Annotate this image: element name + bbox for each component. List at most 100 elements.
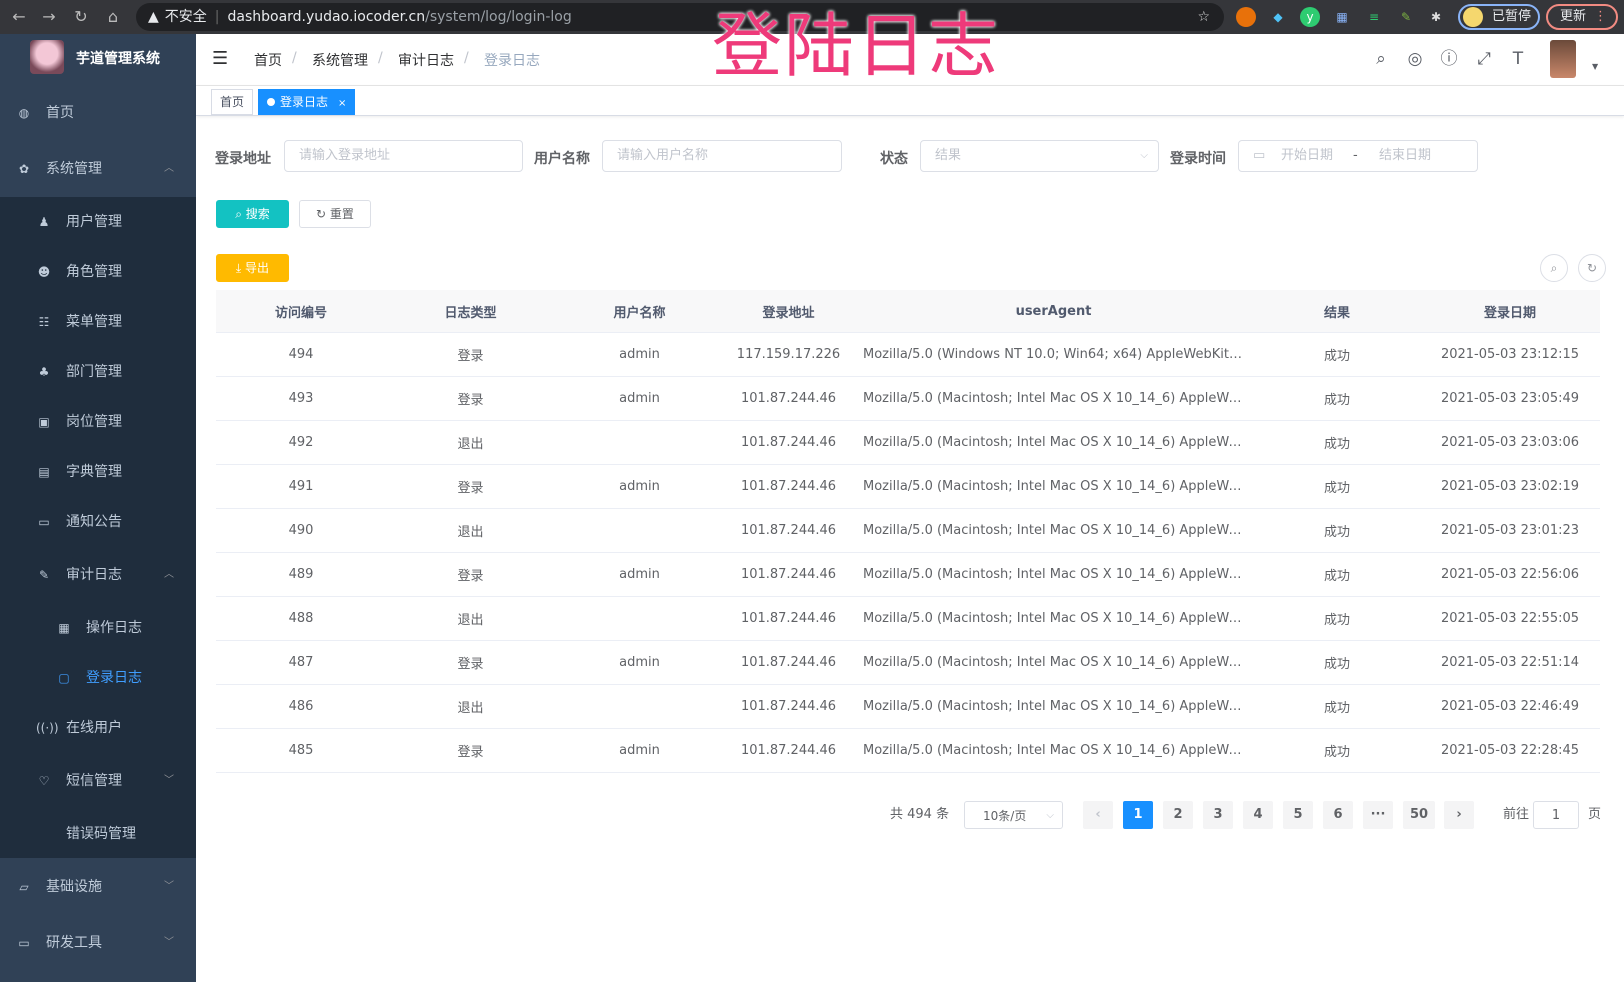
page-size-select[interactable]: 10条/页 ⌵ <box>964 801 1063 829</box>
sidebar-item[interactable]: ▤ 字典管理 <box>0 447 196 497</box>
ip-label: 登录地址 <box>215 151 271 167</box>
sidebar-item[interactable]: ▱ 基础设施 ﹀ <box>0 862 196 912</box>
table-row[interactable]: 487 登录 admin 101.87.244.46 Mozilla/5.0 (Maci… <box>216 641 1600 685</box>
table-cell: 登录 <box>457 745 484 760</box>
date-range-picker[interactable]: ▭ 开始日期 - 结束日期 <box>1238 140 1478 172</box>
sidebar-item-label: 登录日志 <box>86 670 142 686</box>
refresh-icon: ↻ <box>316 207 330 221</box>
update-label: 更新 <box>1560 9 1587 24</box>
table-row[interactable]: 489 登录 admin 101.87.244.46 Mozilla/5.0 (Maci… <box>216 553 1600 597</box>
insecure-label: 不安全 <box>164 9 207 25</box>
chevron-down-icon: ﹀ <box>164 881 174 892</box>
page-button[interactable]: ··· <box>1363 801 1393 829</box>
table-cell: 成功 <box>1323 349 1350 364</box>
page-button[interactable]: 4 <box>1243 801 1273 829</box>
extension-icon[interactable]: ◆ <box>1273 10 1283 24</box>
sidebar-item[interactable]: ▭ 通知公告 <box>0 497 196 547</box>
export-button[interactable]: ⤓ 导出 <box>216 254 289 282</box>
reset-button[interactable]: ↻ 重置 <box>299 200 371 228</box>
table-row[interactable]: 493 登录 admin 101.87.244.46 Mozilla/5.0 (Maci… <box>216 377 1600 421</box>
extension-icon[interactable]: ✎ <box>1400 10 1412 24</box>
help-icon[interactable]: ⓘ <box>1440 49 1458 69</box>
hamburger-icon[interactable]: ☰ <box>212 48 229 69</box>
sidebar-item[interactable]: ◍ 首页 <box>0 88 196 138</box>
toggle-search-button[interactable]: ⌕ <box>1540 254 1568 282</box>
extension-icon[interactable]: y <box>1300 7 1320 27</box>
table-cell: 101.87.244.46 <box>740 523 837 538</box>
breadcrumb-item[interactable]: 审计日志 <box>398 53 454 69</box>
extension-icon[interactable] <box>1236 7 1256 27</box>
profile-button[interactable]: 已暂停 <box>1458 4 1540 30</box>
star-icon[interactable]: ☆ <box>1197 9 1210 25</box>
tag-home[interactable]: 首页 <box>211 89 254 115</box>
sidebar-item[interactable]: 错误码管理 <box>0 809 196 859</box>
chevron-down-icon: ﹀ <box>164 937 174 948</box>
extension-icon[interactable]: ▦ <box>1336 10 1348 24</box>
avatar <box>1463 7 1483 27</box>
fullscreen-icon[interactable]: ⤢ <box>1477 49 1491 69</box>
table-cell: 成功 <box>1323 437 1350 452</box>
prev-page-button[interactable]: ‹ <box>1083 801 1113 829</box>
sidebar-item[interactable]: ✿ 系统管理 ︿ <box>0 144 196 194</box>
table-cell: Mozilla/5.0 (Macintosh; Intel Mac OS X 1… <box>863 655 1254 670</box>
github-icon[interactable]: ◎ <box>1407 49 1423 69</box>
ip-input[interactable]: 请输入登录地址 <box>284 140 523 172</box>
caret-down-icon[interactable]: ▼ <box>1592 62 1599 71</box>
table-cell: Mozilla/5.0 (Macintosh; Intel Mac OS X 1… <box>863 523 1254 538</box>
update-button[interactable]: 更新 ⋮ <box>1546 4 1618 30</box>
page-button[interactable]: 3 <box>1203 801 1233 829</box>
sidebar-item[interactable]: ☷ 菜单管理 <box>0 297 196 347</box>
goto-page-input[interactable]: 1 <box>1533 801 1579 829</box>
sidebar-item-label: 通知公告 <box>66 514 122 530</box>
sidebar-item[interactable]: ▣ 岗位管理 <box>0 397 196 447</box>
username-input[interactable]: 请输入用户名称 <box>602 140 842 172</box>
sidebar-item[interactable]: ☻ 角色管理 <box>0 247 196 297</box>
forward-icon[interactable]: → <box>42 7 56 26</box>
refresh-button[interactable]: ↻ <box>1578 254 1606 282</box>
home-icon[interactable]: ⌂ <box>107 7 119 26</box>
table-row[interactable]: 490 退出 101.87.244.46 Mozilla/5.0 (Macintosh… <box>216 509 1600 553</box>
start-date[interactable]: 开始日期 <box>1281 148 1334 163</box>
table-row[interactable]: 485 登录 admin 101.87.244.46 Mozilla/5.0 (Maci… <box>216 729 1600 773</box>
close-icon[interactable]: × <box>338 98 347 109</box>
tag-login-log[interactable]: 登录日志 × <box>258 89 356 115</box>
table-row[interactable]: 486 退出 101.87.244.46 Mozilla/5.0 (Macintosh… <box>216 685 1600 729</box>
sidebar-item[interactable]: ♟ 用户管理 <box>0 197 196 247</box>
sidebar-item[interactable]: ((·)) 在线用户 <box>0 703 196 753</box>
status-select[interactable]: 结果 ⌵ <box>920 140 1159 172</box>
range-separator: - <box>1353 148 1358 163</box>
page-button[interactable]: 6 <box>1323 801 1353 829</box>
sidebar-item[interactable]: ▢ 登录日志 <box>0 653 196 703</box>
breadcrumb-item[interactable]: 系统管理 <box>312 53 368 69</box>
table-row[interactable]: 492 退出 101.87.244.46 Mozilla/5.0 (Macintosh… <box>216 421 1600 465</box>
table-cell: 退出 <box>457 701 484 716</box>
page-button[interactable]: 2 <box>1163 801 1193 829</box>
search-label: 搜索 <box>245 207 270 221</box>
table-row[interactable]: 491 登录 admin 101.87.244.46 Mozilla/5.0 (Maci… <box>216 465 1600 509</box>
next-page-button[interactable]: › <box>1444 801 1474 829</box>
sidebar-item[interactable]: ♡ 短信管理 ﹀ <box>0 756 196 806</box>
search-icon[interactable]: ⌕ <box>1376 49 1386 69</box>
page-button[interactable]: 5 <box>1283 801 1313 829</box>
table-row[interactable]: 488 退出 101.87.244.46 Mozilla/5.0 (Macintosh… <box>216 597 1600 641</box>
search-button[interactable]: ⌕ 搜索 <box>216 200 289 228</box>
sidebar-item[interactable]: ▦ 操作日志 <box>0 603 196 653</box>
sidebar-item[interactable]: ♣ 部门管理 <box>0 347 196 397</box>
back-icon[interactable]: ← <box>12 7 26 26</box>
page-button[interactable]: 1 <box>1123 801 1153 829</box>
chevron-up-icon: ︿ <box>164 569 174 580</box>
chevron-up-icon: ︿ <box>164 163 174 174</box>
breadcrumb-item[interactable]: 首页 <box>254 53 282 69</box>
font-size-icon[interactable]: T <box>1512 49 1524 69</box>
sidebar-item[interactable]: ✎ 审计日志 ︿ <box>0 550 196 600</box>
puzzle-icon[interactable]: ✱ <box>1430 10 1442 24</box>
sidebar-item[interactable]: ▭ 研发工具 ﹀ <box>0 918 196 968</box>
reload-icon[interactable]: ↻ <box>74 7 88 26</box>
table-cell: 101.87.244.46 <box>740 567 837 582</box>
table-row[interactable]: 494 登录 admin 117.159.17.226 Mozilla/5.0 (Win… <box>216 333 1600 377</box>
address-bar[interactable]: ▲ 不安全 | dashboard.yudao.iocoder.cn/system/l… <box>136 3 1224 31</box>
end-date[interactable]: 结束日期 <box>1379 148 1432 163</box>
extension-icon[interactable]: ≡ <box>1368 10 1380 24</box>
avatar[interactable] <box>1550 40 1576 78</box>
page-button[interactable]: 50 <box>1403 801 1435 829</box>
